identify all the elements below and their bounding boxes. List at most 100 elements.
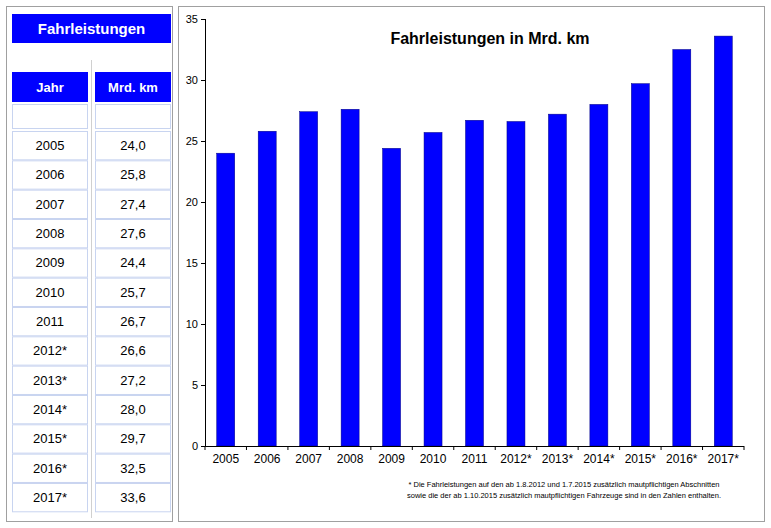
table-cell — [13, 278, 88, 306]
y-tick-label: 10 — [186, 318, 198, 330]
y-tick-label: 20 — [186, 196, 198, 208]
x-tick-label: 2007 — [295, 452, 322, 466]
bar — [258, 131, 276, 446]
table-cell-text: 25,8 — [120, 167, 145, 182]
table-cell — [96, 425, 171, 453]
y-tick-label: 15 — [186, 257, 198, 269]
table-cell — [13, 190, 88, 218]
table-cell — [96, 307, 171, 335]
bar — [424, 132, 442, 446]
x-axis — [205, 446, 744, 447]
table-title: Fahrleistungen — [38, 20, 146, 37]
table-cell — [13, 161, 88, 189]
x-tick — [578, 446, 579, 450]
canvas: FahrleistungenJahrMrd. km200524,0200625,… — [0, 0, 771, 528]
y-tick-label: 35 — [186, 13, 198, 25]
table-cell-text: 2009 — [36, 255, 65, 270]
table-divider — [91, 60, 92, 518]
table-cell — [13, 132, 88, 160]
table-cell — [96, 219, 171, 247]
table-header-box — [12, 72, 88, 102]
bar — [631, 84, 649, 446]
table-title-box — [12, 14, 171, 43]
bar — [341, 109, 359, 446]
x-tick — [744, 446, 745, 450]
x-tick-label: 2012* — [500, 452, 532, 466]
bar — [548, 114, 566, 446]
x-tick — [702, 446, 703, 450]
bar — [673, 50, 691, 447]
y-tick — [201, 19, 205, 20]
y-tick — [201, 446, 205, 447]
table-cell — [96, 132, 171, 160]
x-tick-label: 2014* — [583, 452, 615, 466]
y-tick — [201, 202, 205, 203]
y-tick — [201, 324, 205, 325]
table-cell-text: 2012* — [33, 343, 67, 358]
x-tick-label: 2010 — [420, 452, 447, 466]
table-cell-text: 2007 — [36, 197, 65, 212]
table-header: Mrd. km — [108, 80, 158, 95]
table-cell-text: 2005 — [36, 138, 65, 153]
table-cell — [13, 307, 88, 335]
bar — [217, 153, 235, 446]
table-cell — [96, 395, 171, 423]
x-tick-label: 2008 — [337, 452, 364, 466]
table-cell — [13, 366, 88, 394]
x-tick — [329, 446, 330, 450]
table-header: Jahr — [36, 80, 63, 95]
table-empty-cell — [96, 105, 171, 129]
table-cell — [13, 249, 88, 277]
y-tick — [201, 385, 205, 386]
table-cell-text: 2011 — [36, 314, 64, 329]
x-tick-label: 2009 — [378, 452, 405, 466]
table-cell — [13, 454, 88, 482]
table-cell — [13, 337, 88, 365]
x-tick — [661, 446, 662, 450]
x-tick — [412, 446, 413, 450]
y-tick-label: 5 — [192, 379, 198, 391]
chart-frame — [179, 7, 765, 522]
x-tick-label: 2017* — [708, 452, 740, 466]
y-tick-label: 25 — [186, 135, 198, 147]
table-cell-text: 27,2 — [120, 373, 145, 388]
table-cell-text: 27,6 — [120, 226, 145, 241]
table-cell-text: 29,7 — [120, 431, 145, 446]
table-cell — [96, 249, 171, 277]
x-tick — [619, 446, 620, 450]
x-tick — [495, 446, 496, 450]
table-cell — [96, 190, 171, 218]
table-cell — [13, 219, 88, 247]
table-cell-text: 24,0 — [120, 138, 145, 153]
table-cell-text: 25,7 — [120, 285, 145, 300]
table-cell — [96, 483, 171, 511]
x-tick — [453, 446, 454, 450]
x-tick-label: 2016* — [666, 452, 698, 466]
table-header-box — [95, 72, 171, 102]
table-cell — [96, 337, 171, 365]
x-tick-label: 2006 — [254, 452, 281, 466]
table-cell-text: 33,6 — [120, 490, 145, 505]
x-tick — [287, 446, 288, 450]
x-tick-label: 2015* — [625, 452, 657, 466]
table-frame — [7, 7, 173, 522]
y-tick-label: 0 — [192, 440, 198, 452]
table-cell-text: 28,0 — [120, 402, 145, 417]
x-tick-label: 2005 — [212, 452, 239, 466]
bar — [714, 36, 732, 446]
bar — [300, 112, 318, 446]
bar — [590, 104, 608, 446]
chart-title: Fahrleistungen in Mrd. km — [390, 30, 589, 47]
table-cell — [13, 483, 88, 511]
table-cell-text: 26,6 — [120, 343, 145, 358]
y-tick — [201, 263, 205, 264]
table-cell-text: 2017* — [33, 490, 67, 505]
table-cell — [13, 395, 88, 423]
table-cell-text: 2006 — [36, 167, 65, 182]
bar — [507, 121, 525, 446]
table-cell-text: 2008 — [36, 226, 65, 241]
bar — [383, 148, 401, 446]
table-cell — [96, 454, 171, 482]
x-tick-label: 2013* — [542, 452, 574, 466]
table-cell-text: 2013* — [33, 373, 67, 388]
